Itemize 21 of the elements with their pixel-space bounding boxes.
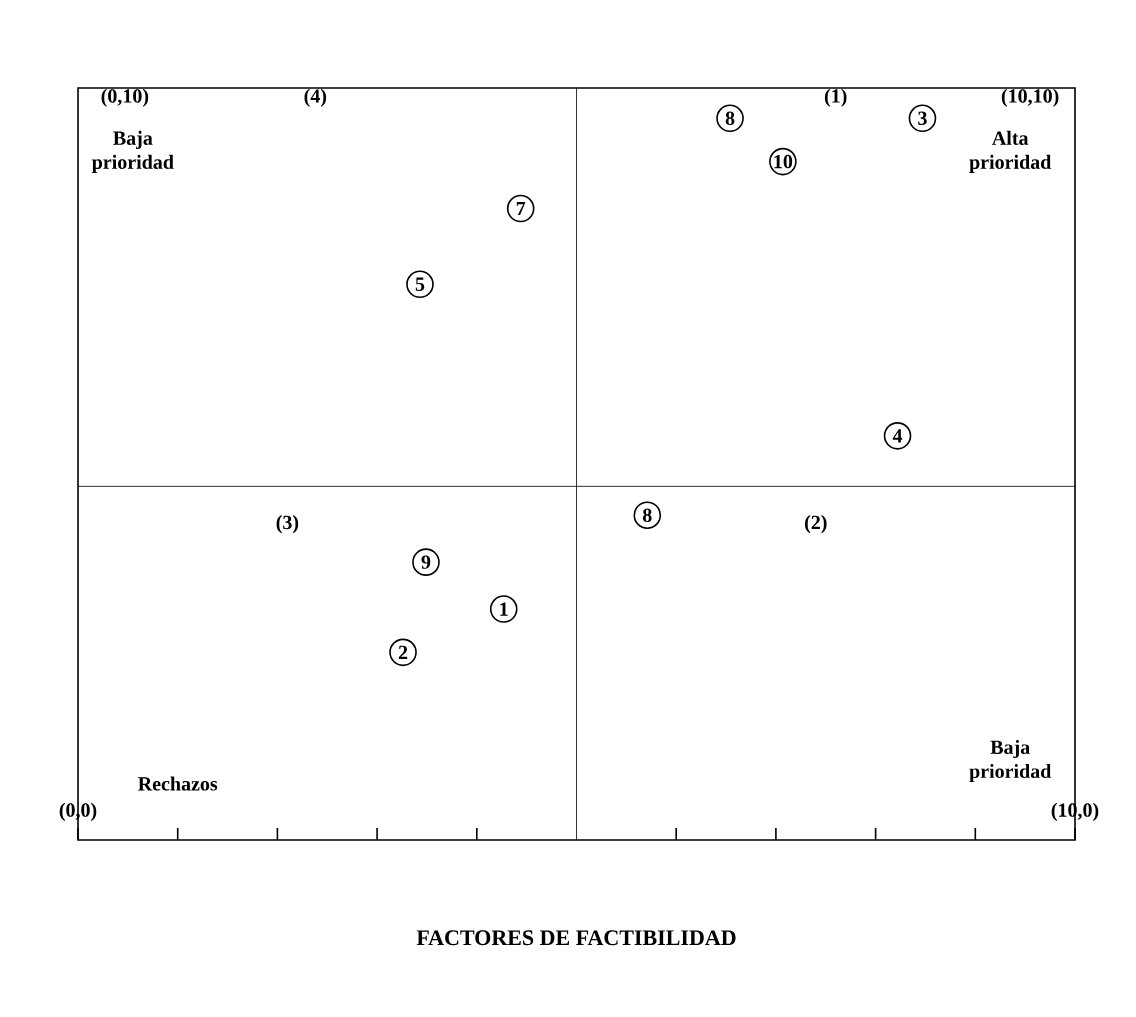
- text: (10,10): [1001, 88, 1059, 107]
- annotation: 7: [516, 201, 526, 216]
- annotation: 1: [500, 602, 508, 616]
- annotation: 5: [415, 277, 425, 291]
- annotation: Baja prioridad: [91, 130, 174, 173]
- annotation: 8: [642, 508, 652, 522]
- annotation: 10: [774, 154, 793, 169]
- text: (1): [824, 88, 847, 107]
- annotation: (3): [276, 515, 299, 534]
- x-axis-title: FACTORES DE FACTIBILIDAD: [416, 930, 736, 946]
- annotation: 2: [398, 645, 408, 659]
- annotation: Baja prioridad: [969, 739, 1052, 783]
- annotation: 4: [892, 429, 903, 443]
- text: (4): [304, 88, 327, 107]
- text: (0,10): [101, 88, 149, 107]
- annotation: Rechazos: [138, 776, 218, 791]
- annotation: 8: [725, 111, 735, 126]
- annotation: Alta prioridad: [969, 130, 1052, 173]
- annotation: 9: [421, 555, 431, 569]
- annotation: 3: [918, 111, 927, 126]
- annotation: (2): [805, 515, 827, 534]
